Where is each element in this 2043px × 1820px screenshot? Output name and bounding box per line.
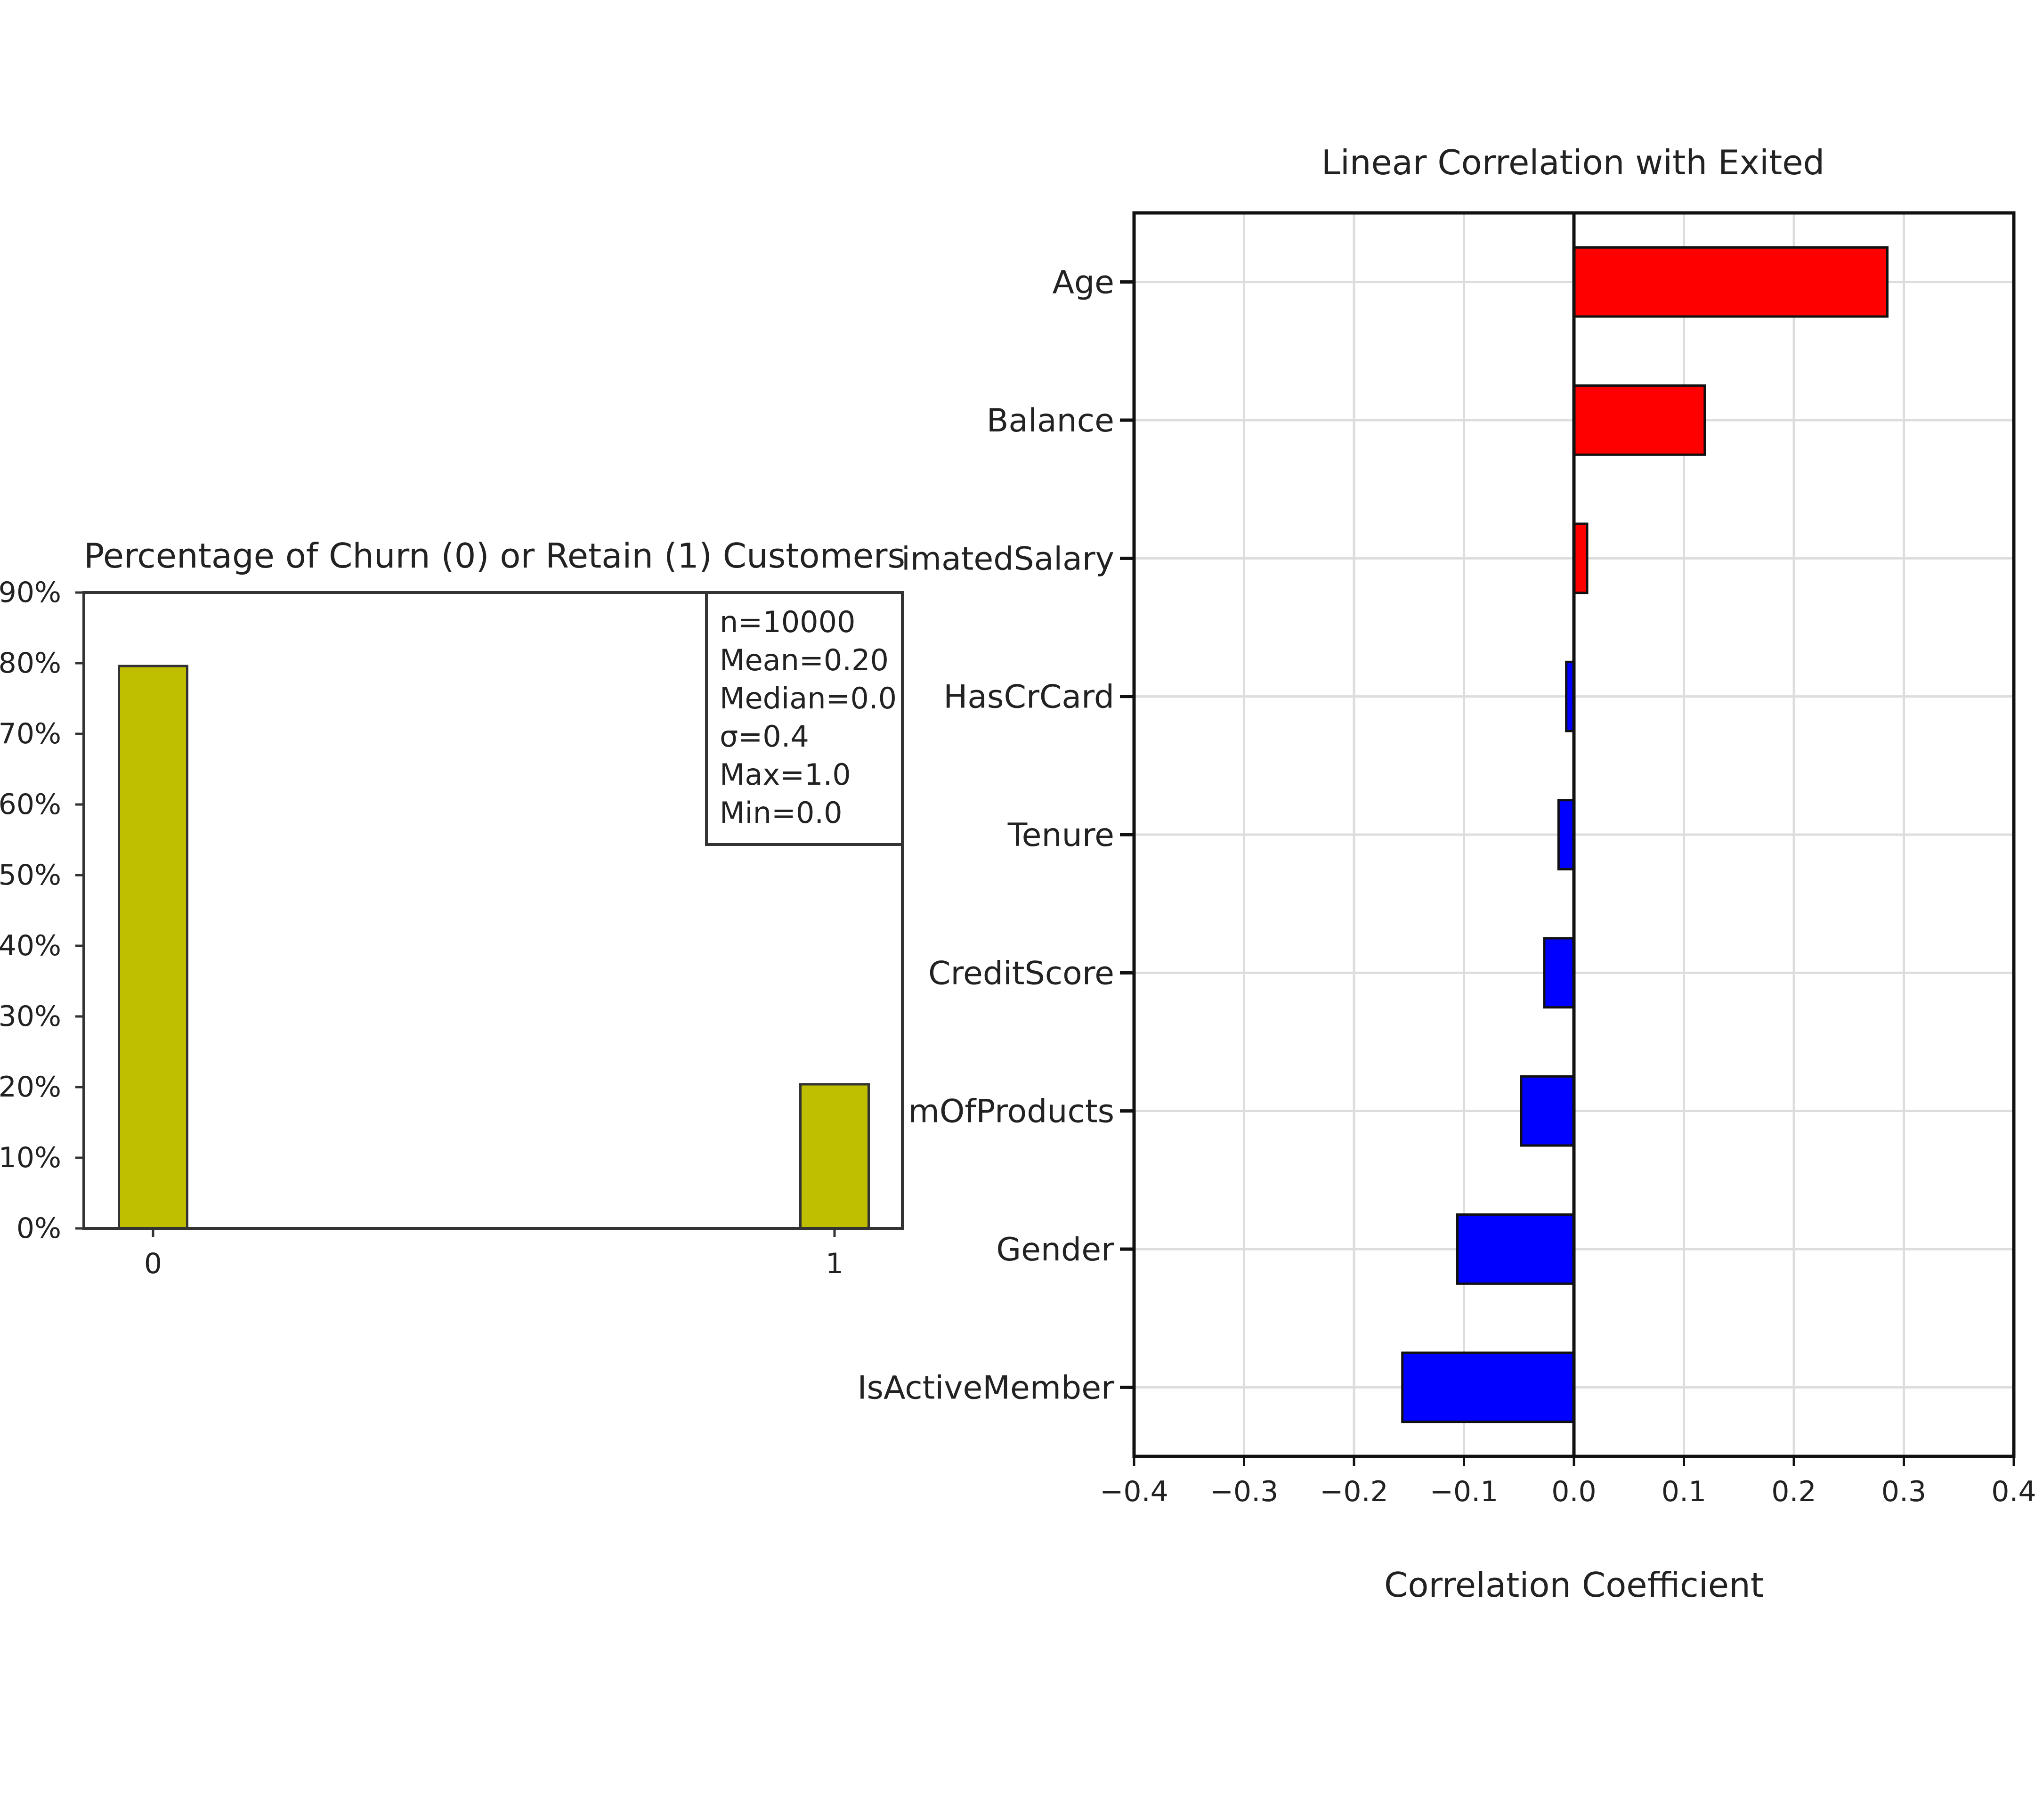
churn-chart-ticks: 0% 10% 20% 30% 40% 50% 60% 70% 80% 90% 0 1 [0,576,843,1280]
churn-ytick-label: 90% [0,576,61,609]
churn-ytick-label: 20% [0,1071,61,1104]
stat-median: Median=0.0 [720,681,897,715]
churn-chart-frame [82,591,904,1230]
correlation-ytick-label: HasCrCard [943,679,1114,716]
churn-ytick-label: 30% [0,1000,61,1033]
stat-n: n=10000 [720,605,855,639]
correlation-bar [1520,1075,1575,1147]
correlation-xtick-label: 0.4 [1991,1475,2036,1508]
churn-bar [799,1083,870,1230]
correlation-ytick-label: imatedSalary [901,540,1114,577]
correlation-bar [1456,1213,1575,1285]
churn-percentage-chart: Percentage of Churn (0) or Retain (1) Cu… [0,536,905,1280]
churn-bar [118,665,188,1230]
stat-max: Max=1.0 [720,757,851,792]
churn-ytick-label: 0% [16,1212,61,1245]
correlation-xtick-label: 0.0 [1551,1475,1596,1508]
correlation-ytick-label: Tenure [1007,817,1114,854]
churn-ytick-label: 80% [0,647,61,680]
correlation-xtick-label: 0.1 [1662,1475,1706,1508]
churn-ytick-label: 70% [0,717,61,750]
correlation-bar [1573,522,1589,594]
correlation-bar [1573,384,1706,456]
stats-box-frame [705,591,904,846]
churn-ytick-label: 60% [0,788,61,821]
correlation-xtick-label: −0.4 [1100,1475,1168,1508]
correlation-xtick-label: 0.3 [1881,1475,1926,1508]
correlation-chart-title: Linear Correlation with Exited [1321,143,1825,182]
correlation-xtick-label: −0.3 [1210,1475,1279,1508]
churn-xtick-label: 1 [826,1247,843,1280]
correlation-xtick-label: −0.2 [1320,1475,1388,1508]
correlation-ytick-label: Balance [987,402,1114,439]
correlation-bar [1573,246,1889,318]
churn-xtick-label: 0 [144,1247,162,1280]
correlation-ytick-label: CreditScore [928,955,1114,992]
correlation-ytick-label: mOfProducts [908,1093,1114,1130]
correlation-chart-grid: −0.4 −0.3 −0.2 −0.1 0.0 0.1 0.2 0.3 0.4 Age Balanc… [857,213,2036,1508]
correlation-chart-frame [1132,211,2016,1458]
correlation-chart-xlabel: Correlation Coefficient [1384,1565,1764,1605]
correlation-ytick-label: Age [1052,264,1114,301]
correlation-xtick-label: −0.1 [1430,1475,1499,1508]
churn-chart-bars [118,665,870,1230]
churn-ytick-label: 10% [0,1141,61,1174]
stats-box: n=10000 Mean=0.20 Median=0.0 σ=0.4 Max=1… [705,591,904,846]
stat-mean: Mean=0.20 [720,643,889,677]
correlation-ytick-label: IsActiveMember [857,1369,1114,1406]
correlation-bar [1557,799,1575,870]
correlation-chart: Linear Correlation with Exited −0.4 −0.3−… [857,143,2036,1605]
churn-ytick-label: 50% [0,859,61,892]
stat-sigma: σ=0.4 [720,719,809,754]
correlation-bar [1543,937,1575,1009]
correlation-chart-bars [1401,213,1889,1456]
correlation-ytick-label: Gender [996,1231,1114,1268]
correlation-bar [1401,1351,1575,1423]
churn-ytick-label: 40% [0,929,61,962]
stat-min: Min=0.0 [720,796,843,830]
churn-chart-title: Percentage of Churn (0) or Retain (1) Cu… [84,536,905,576]
correlation-xtick-label: 0.2 [1771,1475,1816,1508]
